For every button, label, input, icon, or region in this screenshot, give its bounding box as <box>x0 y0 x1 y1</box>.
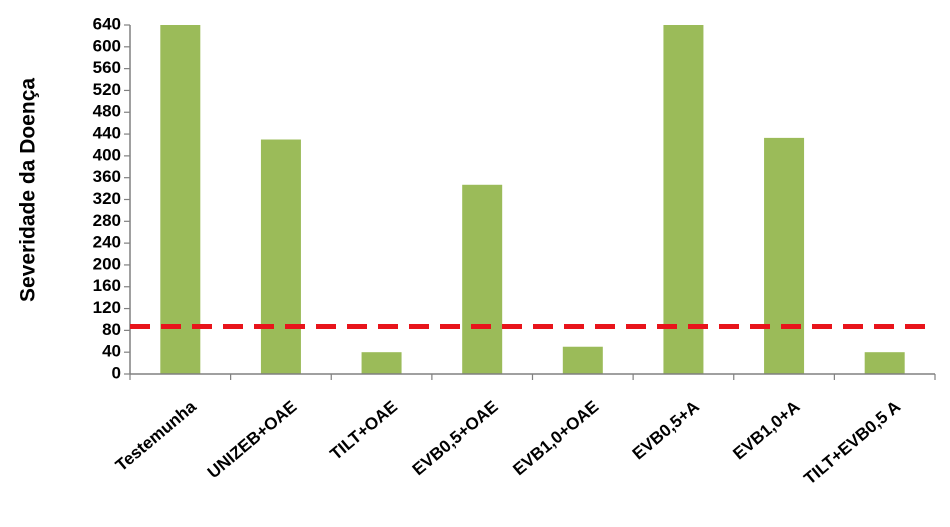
bar <box>260 139 301 374</box>
bar <box>160 25 201 374</box>
y-tick-label: 320 <box>93 189 121 208</box>
y-tick-label: 560 <box>93 58 121 77</box>
bar <box>864 352 905 374</box>
y-axis-title: Severidade da Doença <box>17 78 40 302</box>
bar <box>562 346 603 374</box>
y-axis-ticks: 0 40 80 120 160 200 240 280 320 360 400 440 480 520 56… <box>93 14 130 382</box>
x-axis-ticks <box>129 374 936 380</box>
x-category-label: EVB1,0+A <box>729 397 803 463</box>
bar <box>663 25 704 374</box>
y-tick-label: 640 <box>93 14 121 33</box>
bar <box>361 352 402 374</box>
x-axis-labels: Testemunha UNIZEB+OAE TILT+OAE EVB0,5+OAE EV… <box>112 397 904 489</box>
bar <box>462 184 503 374</box>
x-category-label: EVB1,0+OAE <box>509 397 602 479</box>
x-category-label: TILT+OAE <box>326 397 401 464</box>
y-tick-label: 200 <box>93 254 121 273</box>
y-tick-label: 600 <box>93 36 121 55</box>
y-tick-label: 0 <box>112 363 121 382</box>
y-tick-label: 520 <box>93 80 121 99</box>
x-category-label: EVB0,5+OAE <box>409 397 502 479</box>
x-category-label: EVB0,5+A <box>629 397 703 463</box>
x-category-label: TILT+EVB0,5 A <box>800 397 904 488</box>
y-tick-label: 160 <box>93 276 121 295</box>
bars-group <box>160 25 905 374</box>
y-tick-label: 480 <box>93 102 121 121</box>
y-tick-label: 40 <box>102 342 121 361</box>
x-category-label: Testemunha <box>112 397 200 475</box>
y-tick-label: 120 <box>93 298 121 317</box>
y-tick-label: 280 <box>93 211 121 230</box>
bar <box>764 137 805 374</box>
y-tick-label: 240 <box>93 233 121 252</box>
x-category-label: UNIZEB+OAE <box>204 397 301 482</box>
y-tick-label: 360 <box>93 167 121 186</box>
y-tick-label: 400 <box>93 145 121 164</box>
y-tick-label: 440 <box>93 124 121 143</box>
y-tick-label: 80 <box>102 320 121 339</box>
